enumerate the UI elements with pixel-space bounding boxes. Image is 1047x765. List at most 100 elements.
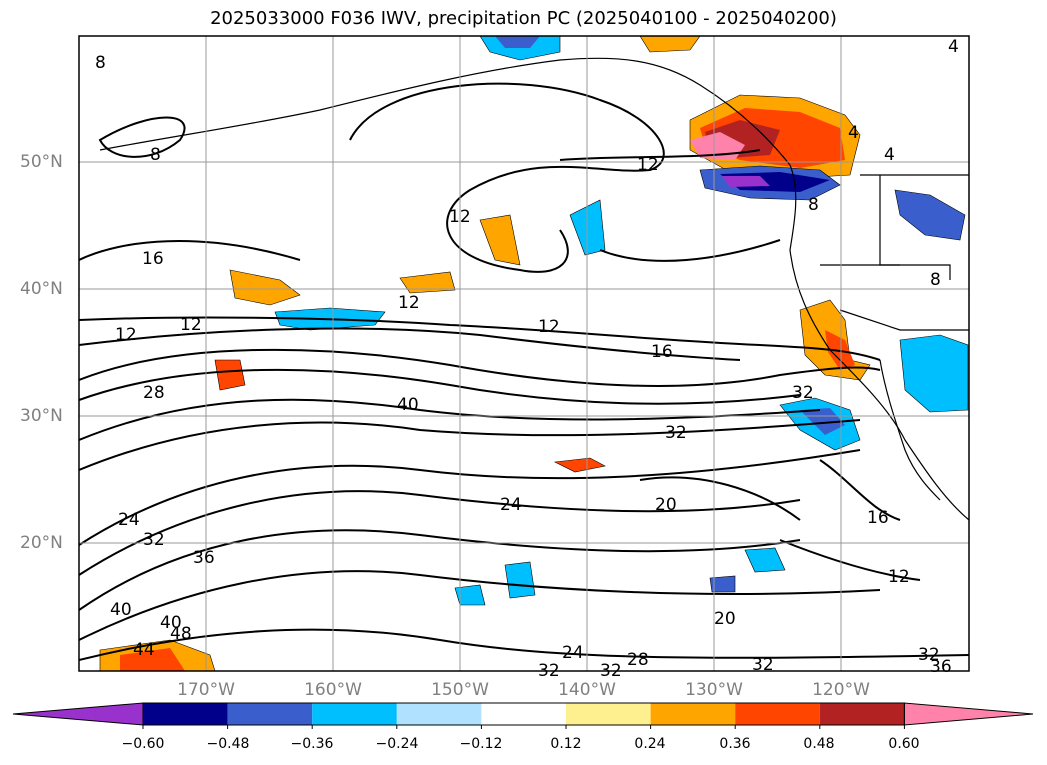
precip-blue-patch-south3 xyxy=(454,584,486,606)
contour-label: 40 xyxy=(397,395,419,415)
precip-orange-patch-north xyxy=(639,36,701,53)
map-plot: 8 4 4 8 4 8 12 12 16 12 12 12 12 16 28 4… xyxy=(78,35,970,681)
colorbar-segment xyxy=(312,703,397,725)
iwv-contours xyxy=(79,82,969,661)
iwv-contour xyxy=(819,459,901,521)
iwv-contour xyxy=(639,476,801,521)
iwv-contour xyxy=(79,628,969,661)
contour-label: 32 xyxy=(752,655,774,675)
colorbar-segment xyxy=(396,703,482,725)
contour-label: 32 xyxy=(143,530,165,550)
lat-label-50n: 50°N xyxy=(20,152,63,172)
iwv-contour xyxy=(79,316,881,361)
contour-label: 12 xyxy=(449,207,471,227)
contour-label: 12 xyxy=(398,293,420,313)
colorbar-segment xyxy=(819,703,905,725)
colorbar-tick-label: 0.60 xyxy=(888,736,920,752)
precip-blue-patch-south4 xyxy=(709,575,736,593)
border-line xyxy=(839,309,969,331)
contour-label: 24 xyxy=(500,495,522,515)
contour-label: 36 xyxy=(930,657,952,677)
contour-label: 40 xyxy=(160,613,182,633)
iwv-contour xyxy=(79,490,801,576)
contour-label: 16 xyxy=(142,249,164,269)
contour-label: 8 xyxy=(808,195,819,215)
precip-purple-patch-pnw xyxy=(722,176,770,187)
contour-label: 20 xyxy=(655,495,677,515)
colorbar-border xyxy=(142,702,905,726)
colorbar-tick-label: 0.24 xyxy=(634,736,666,752)
north-america-west-coast xyxy=(789,164,969,521)
iwv-contour xyxy=(79,327,741,361)
colorbar xyxy=(12,702,1034,729)
precip-blue-patch-south1 xyxy=(504,561,536,599)
contour-label: 12 xyxy=(115,325,137,345)
lat-label-20n: 20°N xyxy=(20,533,63,553)
iwv-contour xyxy=(98,116,186,158)
coastlines xyxy=(99,57,969,521)
contour-label: 4 xyxy=(848,123,859,143)
lon-label-130w: 130°W xyxy=(685,680,743,700)
map-title: 2025033000 F036 IWV, precipitation PC (2… xyxy=(210,8,837,29)
precip-lightblue-patch-east xyxy=(899,334,969,413)
iwv-contour xyxy=(79,570,881,641)
contour-label: 24 xyxy=(562,643,584,663)
lon-label-140w: 140°W xyxy=(558,680,616,700)
contour-label: 32 xyxy=(918,645,940,665)
lon-label-150w: 150°W xyxy=(431,680,489,700)
contour-label: 12 xyxy=(180,315,202,335)
contour-label: 12 xyxy=(888,567,910,587)
colorbar-tick-label: −0.36 xyxy=(290,736,334,752)
precip-darkblue-patch-baja xyxy=(800,408,845,435)
lon-label-160w: 160°W xyxy=(304,680,362,700)
contour-label: 16 xyxy=(867,508,889,528)
contour-label: 4 xyxy=(884,145,895,165)
iwv-contour xyxy=(79,449,861,546)
colorbar-tick-label: −0.48 xyxy=(206,736,250,752)
colorbar-tick-label: 0.36 xyxy=(719,736,751,752)
precip-orange-patch-mid2 xyxy=(399,271,456,294)
contour-label: 32 xyxy=(792,383,814,403)
contour-label: 8 xyxy=(930,270,941,290)
precip-orange-patch-mid1 xyxy=(229,269,301,306)
border-line xyxy=(879,175,951,280)
contour-label: 20 xyxy=(714,609,736,629)
colorbar-segment xyxy=(650,703,736,725)
alaska-coastline xyxy=(99,57,791,166)
precip-blue-patch-east xyxy=(894,189,966,241)
iwv-contour xyxy=(79,398,821,441)
lat-label-40n: 40°N xyxy=(20,279,63,299)
contour-label: 8 xyxy=(150,145,161,165)
colorbar-tick-label: 0.48 xyxy=(803,736,835,752)
baja-california-coast xyxy=(879,359,941,501)
colorbar-segment xyxy=(227,703,313,725)
precip-red-patch-mid xyxy=(553,457,606,473)
colorbar-segment xyxy=(566,703,651,725)
precip-orange-patch-mid3 xyxy=(479,214,521,266)
contour-label: 48 xyxy=(170,624,192,644)
contour-label: 32 xyxy=(665,423,687,443)
contour-label: 40 xyxy=(110,600,132,620)
iwv-contour xyxy=(779,539,921,581)
contour-label: 36 xyxy=(193,548,215,568)
contour-label: 44 xyxy=(133,640,155,660)
iwv-contour xyxy=(79,529,801,611)
graticule xyxy=(79,36,969,671)
iwv-contour xyxy=(79,348,881,387)
colorbar-segments xyxy=(12,702,1034,729)
colorbar-extend-high xyxy=(903,702,1034,726)
lat-label-30n: 30°N xyxy=(20,406,63,426)
precip-anomaly-fill xyxy=(99,36,969,671)
colorbar-segment xyxy=(481,703,566,725)
iwv-contour xyxy=(79,368,801,405)
contour-label: 12 xyxy=(538,317,560,337)
colorbar-tick-label: 0.12 xyxy=(550,736,582,752)
contour-label: 4 xyxy=(948,37,959,57)
contour-label: 28 xyxy=(627,650,649,670)
iwv-contour xyxy=(79,240,301,261)
iwv-contour xyxy=(79,419,861,471)
iwv-contour xyxy=(599,239,781,262)
contour-label: 28 xyxy=(143,383,165,403)
precip-darkblue-patch-north xyxy=(495,36,540,48)
precip-red-patch-sw xyxy=(120,648,185,671)
